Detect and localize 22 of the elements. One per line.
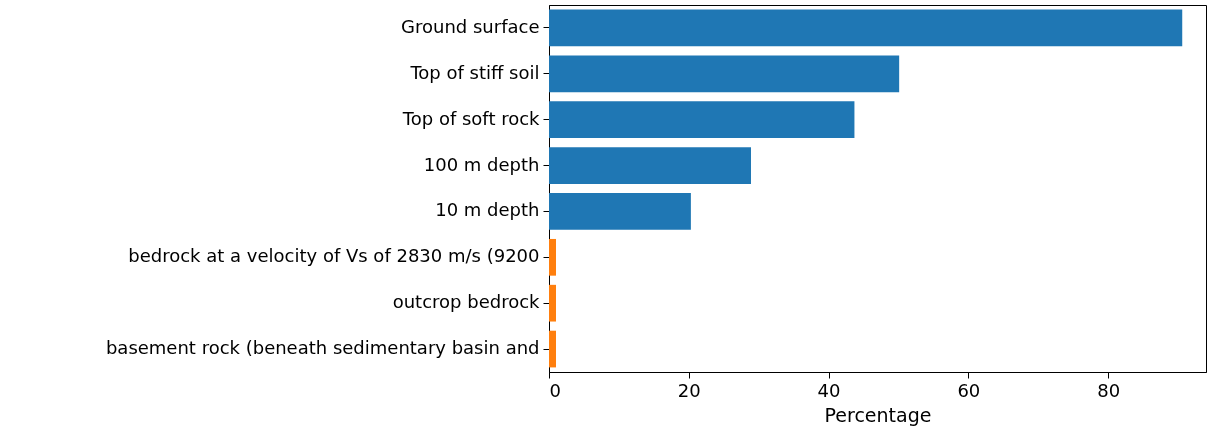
y-tick-label: 10 m depth <box>435 199 540 221</box>
x-tick-label: 60 <box>957 379 981 401</box>
bar <box>549 330 556 368</box>
x-tick-label: 0 <box>549 379 561 401</box>
bar <box>549 101 855 139</box>
y-tick-label: bedrock at a velocity of Vs of 2830 m/s (9200 <box>128 245 540 267</box>
bar <box>549 284 556 322</box>
bar <box>549 9 1183 47</box>
x-tick-label: 80 <box>1097 379 1121 401</box>
bar <box>549 193 691 230</box>
bar <box>549 55 900 93</box>
y-tick-label: basement rock (beneath sedimentary basin and <box>105 337 540 359</box>
y-tick-label: Top of stiff soil <box>409 61 540 83</box>
x-tick-label: 40 <box>817 379 841 401</box>
y-tick-label: Top of soft rock <box>401 107 541 129</box>
y-tick-label: 100 m depth <box>423 153 540 175</box>
bar <box>549 147 751 184</box>
y-tick-label: Ground surface <box>401 15 540 37</box>
x-tick-label: 20 <box>677 379 701 401</box>
x-axis-title: Percentage <box>824 403 932 426</box>
bar <box>549 238 556 276</box>
y-tick-label: outcrop bedrock <box>392 291 541 313</box>
